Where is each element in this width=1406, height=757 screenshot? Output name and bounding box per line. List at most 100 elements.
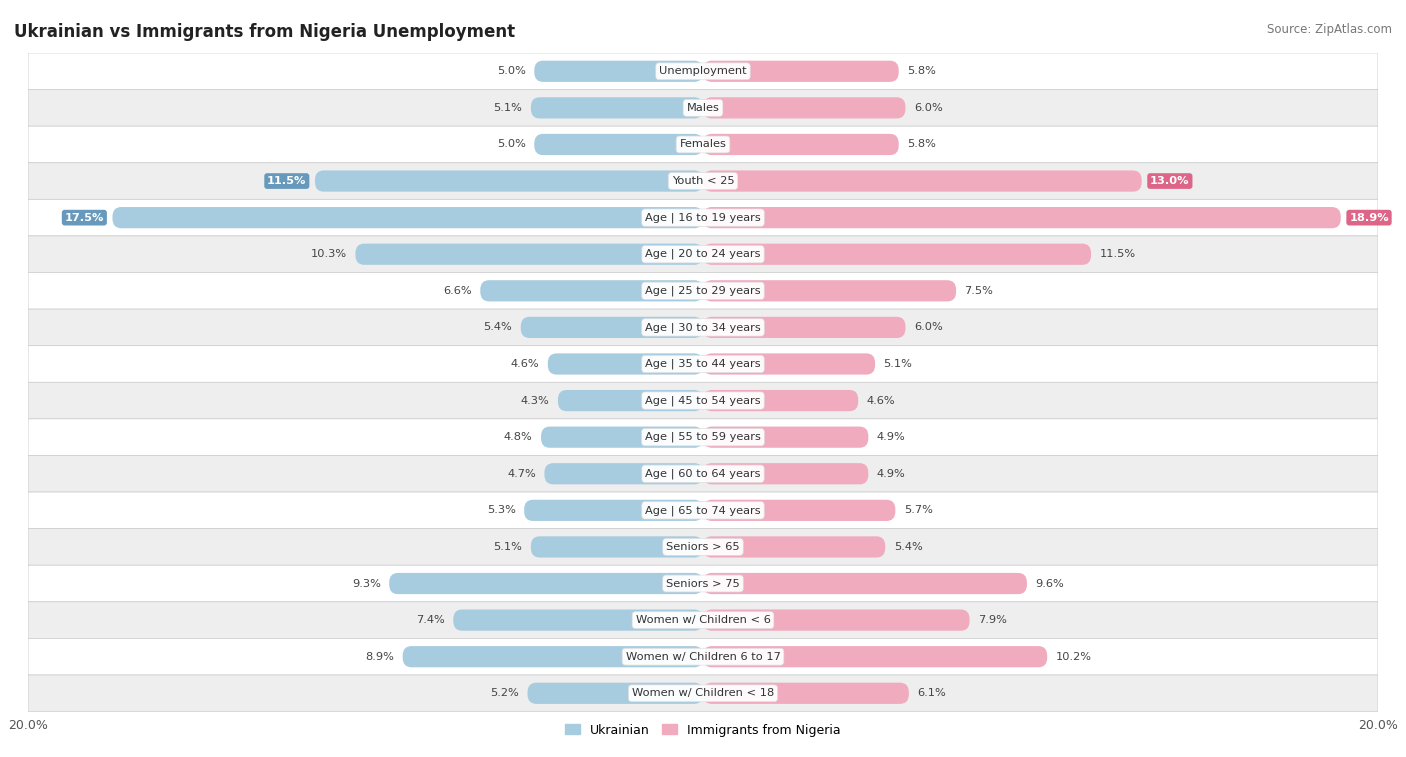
- FancyBboxPatch shape: [28, 675, 1378, 712]
- FancyBboxPatch shape: [703, 354, 875, 375]
- Text: 5.4%: 5.4%: [894, 542, 922, 552]
- Text: 5.3%: 5.3%: [486, 506, 516, 516]
- FancyBboxPatch shape: [703, 646, 1047, 668]
- Text: Unemployment: Unemployment: [659, 67, 747, 76]
- FancyBboxPatch shape: [28, 382, 1378, 419]
- Text: Seniors > 75: Seniors > 75: [666, 578, 740, 588]
- FancyBboxPatch shape: [534, 61, 703, 82]
- Text: 11.5%: 11.5%: [1099, 249, 1136, 259]
- Text: Youth < 25: Youth < 25: [672, 176, 734, 186]
- Text: Age | 35 to 44 years: Age | 35 to 44 years: [645, 359, 761, 369]
- Text: Age | 65 to 74 years: Age | 65 to 74 years: [645, 505, 761, 516]
- FancyBboxPatch shape: [544, 463, 703, 484]
- FancyBboxPatch shape: [520, 316, 703, 338]
- Text: 5.8%: 5.8%: [907, 139, 936, 149]
- Text: 18.9%: 18.9%: [1350, 213, 1389, 223]
- Text: Age | 30 to 34 years: Age | 30 to 34 years: [645, 322, 761, 332]
- FancyBboxPatch shape: [703, 683, 908, 704]
- Text: 4.7%: 4.7%: [508, 469, 536, 478]
- Text: 10.3%: 10.3%: [311, 249, 347, 259]
- FancyBboxPatch shape: [531, 97, 703, 119]
- FancyBboxPatch shape: [703, 207, 1341, 229]
- Text: 9.6%: 9.6%: [1035, 578, 1064, 588]
- FancyBboxPatch shape: [28, 126, 1378, 163]
- FancyBboxPatch shape: [28, 456, 1378, 492]
- Text: 5.7%: 5.7%: [904, 506, 932, 516]
- Text: 7.9%: 7.9%: [979, 615, 1007, 625]
- FancyBboxPatch shape: [28, 236, 1378, 273]
- Text: 5.2%: 5.2%: [491, 688, 519, 698]
- FancyBboxPatch shape: [28, 309, 1378, 346]
- Text: Women w/ Children < 18: Women w/ Children < 18: [631, 688, 775, 698]
- FancyBboxPatch shape: [28, 163, 1378, 199]
- Text: 9.3%: 9.3%: [352, 578, 381, 588]
- FancyBboxPatch shape: [481, 280, 703, 301]
- Text: Women w/ Children 6 to 17: Women w/ Children 6 to 17: [626, 652, 780, 662]
- Text: 6.0%: 6.0%: [914, 322, 942, 332]
- FancyBboxPatch shape: [28, 565, 1378, 602]
- Text: 4.9%: 4.9%: [877, 469, 905, 478]
- Text: 4.9%: 4.9%: [877, 432, 905, 442]
- FancyBboxPatch shape: [703, 609, 970, 631]
- FancyBboxPatch shape: [315, 170, 703, 192]
- Text: 11.5%: 11.5%: [267, 176, 307, 186]
- FancyBboxPatch shape: [524, 500, 703, 521]
- FancyBboxPatch shape: [28, 199, 1378, 236]
- FancyBboxPatch shape: [402, 646, 703, 668]
- FancyBboxPatch shape: [28, 638, 1378, 675]
- FancyBboxPatch shape: [527, 683, 703, 704]
- FancyBboxPatch shape: [28, 53, 1378, 89]
- FancyBboxPatch shape: [703, 316, 905, 338]
- Text: Age | 45 to 54 years: Age | 45 to 54 years: [645, 395, 761, 406]
- FancyBboxPatch shape: [541, 426, 703, 448]
- Legend: Ukrainian, Immigrants from Nigeria: Ukrainian, Immigrants from Nigeria: [560, 718, 846, 742]
- Text: 5.0%: 5.0%: [496, 139, 526, 149]
- Text: Age | 16 to 19 years: Age | 16 to 19 years: [645, 213, 761, 223]
- Text: Age | 25 to 29 years: Age | 25 to 29 years: [645, 285, 761, 296]
- FancyBboxPatch shape: [703, 390, 858, 411]
- FancyBboxPatch shape: [703, 280, 956, 301]
- FancyBboxPatch shape: [703, 536, 886, 558]
- Text: 5.0%: 5.0%: [496, 67, 526, 76]
- Text: 5.1%: 5.1%: [494, 103, 523, 113]
- FancyBboxPatch shape: [28, 602, 1378, 638]
- Text: Source: ZipAtlas.com: Source: ZipAtlas.com: [1267, 23, 1392, 36]
- Text: 13.0%: 13.0%: [1150, 176, 1189, 186]
- FancyBboxPatch shape: [703, 97, 905, 119]
- Text: 7.5%: 7.5%: [965, 286, 994, 296]
- Text: 4.6%: 4.6%: [510, 359, 540, 369]
- Text: 4.3%: 4.3%: [520, 396, 550, 406]
- FancyBboxPatch shape: [28, 419, 1378, 456]
- FancyBboxPatch shape: [703, 573, 1026, 594]
- FancyBboxPatch shape: [28, 528, 1378, 565]
- FancyBboxPatch shape: [703, 244, 1091, 265]
- Text: 4.8%: 4.8%: [503, 432, 533, 442]
- Text: 7.4%: 7.4%: [416, 615, 444, 625]
- FancyBboxPatch shape: [112, 207, 703, 229]
- Text: 5.8%: 5.8%: [907, 67, 936, 76]
- Text: Women w/ Children < 6: Women w/ Children < 6: [636, 615, 770, 625]
- Text: 8.9%: 8.9%: [366, 652, 394, 662]
- Text: 5.4%: 5.4%: [484, 322, 512, 332]
- Text: 5.1%: 5.1%: [494, 542, 523, 552]
- Text: 17.5%: 17.5%: [65, 213, 104, 223]
- Text: 6.6%: 6.6%: [443, 286, 472, 296]
- FancyBboxPatch shape: [28, 346, 1378, 382]
- FancyBboxPatch shape: [356, 244, 703, 265]
- FancyBboxPatch shape: [389, 573, 703, 594]
- FancyBboxPatch shape: [28, 492, 1378, 528]
- Text: 6.1%: 6.1%: [917, 688, 946, 698]
- Text: Seniors > 65: Seniors > 65: [666, 542, 740, 552]
- FancyBboxPatch shape: [28, 273, 1378, 309]
- FancyBboxPatch shape: [703, 500, 896, 521]
- FancyBboxPatch shape: [28, 89, 1378, 126]
- FancyBboxPatch shape: [558, 390, 703, 411]
- Text: 5.1%: 5.1%: [883, 359, 912, 369]
- FancyBboxPatch shape: [703, 134, 898, 155]
- Text: 10.2%: 10.2%: [1056, 652, 1091, 662]
- FancyBboxPatch shape: [703, 61, 898, 82]
- FancyBboxPatch shape: [703, 463, 869, 484]
- FancyBboxPatch shape: [453, 609, 703, 631]
- FancyBboxPatch shape: [531, 536, 703, 558]
- Text: Age | 55 to 59 years: Age | 55 to 59 years: [645, 432, 761, 442]
